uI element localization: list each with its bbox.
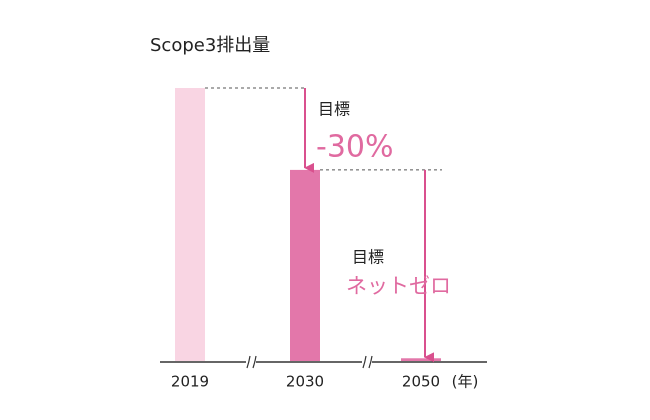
axis-break bbox=[246, 355, 373, 369]
x-unit: (年) bbox=[452, 373, 479, 391]
bar bbox=[290, 169, 320, 361]
annotation-label: 目標 bbox=[318, 100, 350, 119]
annotation-label: 目標 bbox=[352, 248, 384, 267]
x-tick-label: 2030 bbox=[286, 373, 324, 391]
bar bbox=[175, 88, 205, 361]
annotation-value: -30% bbox=[316, 130, 394, 165]
x-tick-label: 2050 bbox=[402, 373, 440, 391]
chart-title: Scope3排出量 bbox=[150, 35, 270, 56]
bar bbox=[401, 358, 441, 361]
annotation-value: ネットゼロ bbox=[346, 274, 451, 298]
x-tick-label: 2019 bbox=[171, 373, 209, 391]
